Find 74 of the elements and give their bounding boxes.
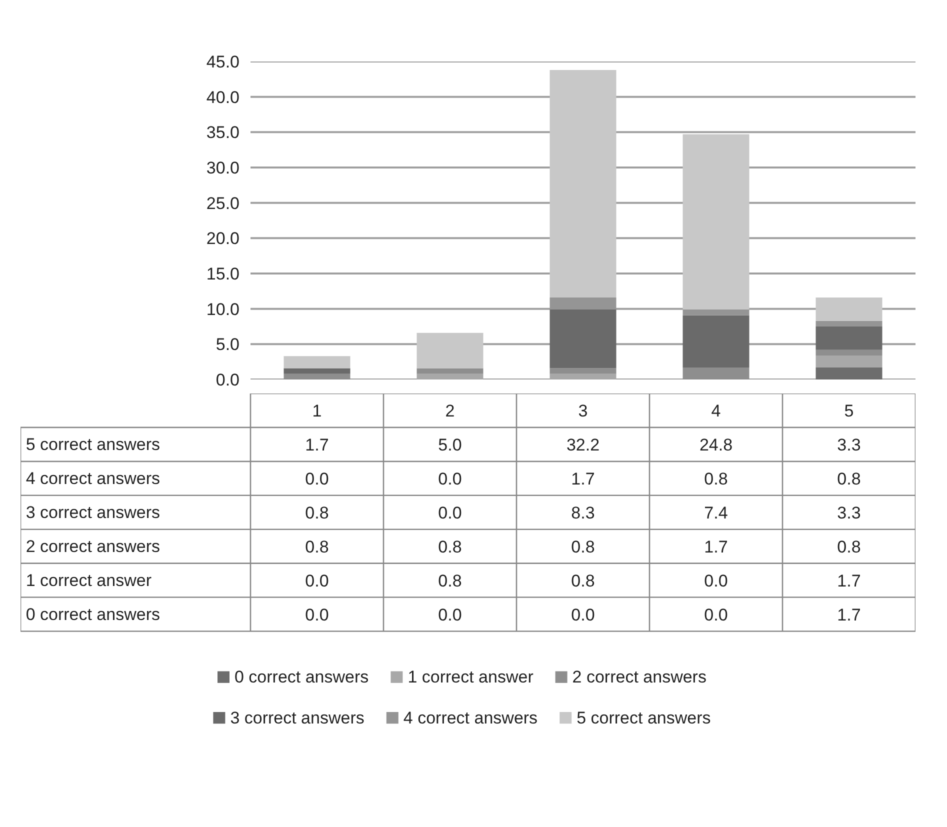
y-tick-label: 45.0 (206, 52, 240, 72)
data-label: 0.0 (438, 605, 462, 624)
data-label: 3.3 (837, 435, 861, 454)
data-label: 0.8 (571, 571, 595, 590)
data-label: 0.8 (305, 537, 329, 556)
data-label: 3.3 (837, 503, 861, 522)
data-label: 1.7 (305, 435, 329, 454)
data-label: 32.2 (566, 435, 600, 454)
data-label: 0.0 (305, 571, 329, 590)
x-tick-label: 3 (578, 401, 588, 420)
data-label: 1.7 (837, 605, 861, 624)
data-label: 0.8 (438, 537, 462, 556)
data-label: 1.7 (571, 469, 595, 488)
data-label: 1.7 (837, 571, 861, 590)
bar (284, 356, 350, 368)
y-tick-label: 30.0 (206, 158, 240, 178)
bar (816, 320, 882, 326)
data-label: 0.8 (305, 503, 329, 522)
bar (816, 367, 882, 380)
bar (416, 368, 484, 374)
legend-label: 5 correct answers (576, 708, 711, 728)
data-label: 8.3 (571, 503, 595, 522)
bar (682, 315, 750, 368)
data-label: 1.7 (704, 537, 728, 556)
data-label: 0.0 (438, 503, 462, 522)
y-tick-label: 40.0 (206, 88, 240, 107)
text: 1 correct answer (26, 570, 152, 590)
data-label: 5.0 (438, 435, 462, 454)
data-label: 24.8 (699, 435, 733, 454)
y-tick-label: 5.0 (216, 335, 240, 354)
text: 3 correct answers (26, 502, 160, 522)
y-tick-label: 15.0 (206, 264, 240, 284)
y-tick-label: 20.0 (206, 229, 240, 248)
data-label: 0.8 (571, 537, 595, 556)
data-label: 0.0 (305, 469, 329, 488)
legend-label: 0 correct answers (234, 668, 369, 687)
x-tick-label: 2 (445, 401, 455, 420)
data-label: 0.8 (837, 537, 861, 556)
legend-label: 1 correct answer (408, 668, 534, 687)
bar (284, 374, 350, 380)
x-tick-label: 1 (312, 401, 322, 420)
data-label: 0.8 (438, 571, 462, 590)
bar (816, 326, 882, 350)
data-label: 7.4 (704, 503, 728, 522)
x-tick-label: 5 (844, 401, 854, 420)
text: 2 correct answers (26, 536, 160, 556)
y-tick-label: 35.0 (206, 123, 240, 142)
bar (284, 368, 350, 374)
data-label: 0.8 (837, 469, 861, 488)
data-label: 0.0 (704, 571, 728, 590)
bar (816, 350, 882, 356)
bar (550, 310, 616, 368)
legend-label: 4 correct answers (403, 708, 538, 728)
legend-label: 2 correct answers (572, 668, 706, 687)
bar (816, 355, 882, 368)
data-label: 0.0 (438, 469, 462, 488)
data-label: 0.0 (571, 605, 595, 624)
bar (550, 368, 616, 374)
text: 4 correct answers (26, 468, 160, 488)
data-label: 0.0 (704, 605, 728, 624)
bar (682, 367, 750, 380)
bar (682, 134, 750, 310)
data-label: 0.8 (704, 469, 728, 488)
y-tick-label: 0.0 (216, 370, 240, 390)
bar (550, 70, 616, 298)
x-tick-label: 4 (711, 401, 721, 420)
text: 0 correct answers (26, 604, 160, 624)
y-tick-label: 25.0 (206, 194, 240, 213)
bar (816, 298, 882, 321)
bar (416, 332, 484, 368)
text: 5 correct answers (26, 434, 160, 454)
data-label: 0.0 (305, 605, 329, 624)
y-tick-label: 10.0 (206, 300, 240, 319)
legend-label: 3 correct answers (230, 708, 364, 728)
